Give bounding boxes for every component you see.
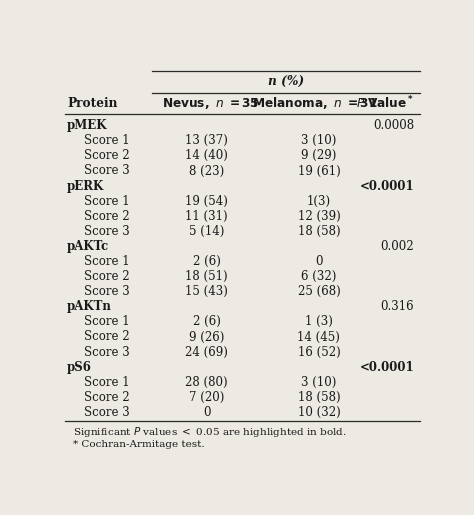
Text: 2 (6): 2 (6) <box>192 255 220 268</box>
Text: 19 (61): 19 (61) <box>298 164 340 178</box>
Text: Score 2: Score 2 <box>84 270 130 283</box>
Text: 2 (6): 2 (6) <box>192 315 220 329</box>
Text: 18 (51): 18 (51) <box>185 270 228 283</box>
Text: Score 2: Score 2 <box>84 391 130 404</box>
Text: 1(3): 1(3) <box>307 195 331 208</box>
Text: Score 3: Score 3 <box>84 346 130 358</box>
Text: $\mathbf{Nevus,}\ \mathit{n}\ \mathbf{= 35}$: $\mathbf{Nevus,}\ \mathit{n}\ \mathbf{= … <box>162 96 259 111</box>
Text: pS6: pS6 <box>67 360 92 374</box>
Text: 11 (31): 11 (31) <box>185 210 228 223</box>
Text: 7 (20): 7 (20) <box>189 391 224 404</box>
Text: 13 (37): 13 (37) <box>185 134 228 147</box>
Text: Score 1: Score 1 <box>84 376 130 389</box>
Text: 9 (29): 9 (29) <box>301 149 337 162</box>
Text: 6 (32): 6 (32) <box>301 270 337 283</box>
Text: * Cochran-Armitage test.: * Cochran-Armitage test. <box>73 440 205 449</box>
Text: 0.002: 0.002 <box>381 240 414 253</box>
Text: n (%): n (%) <box>268 75 304 88</box>
Text: Score 3: Score 3 <box>84 285 130 298</box>
Text: 25 (68): 25 (68) <box>298 285 340 298</box>
Text: 10 (32): 10 (32) <box>298 406 340 419</box>
Text: 3 (10): 3 (10) <box>301 376 337 389</box>
Text: 28 (80): 28 (80) <box>185 376 228 389</box>
Text: 12 (39): 12 (39) <box>298 210 340 223</box>
Text: 14 (45): 14 (45) <box>298 331 340 344</box>
Text: pMEK: pMEK <box>67 119 108 132</box>
Text: 19 (54): 19 (54) <box>185 195 228 208</box>
Text: 0: 0 <box>315 255 323 268</box>
Text: Score 1: Score 1 <box>84 255 130 268</box>
Text: 18 (58): 18 (58) <box>298 391 340 404</box>
Text: 24 (69): 24 (69) <box>185 346 228 358</box>
Text: 0: 0 <box>203 406 210 419</box>
Text: Score 1: Score 1 <box>84 195 130 208</box>
Text: Significant $\mathit{P}$ values $<$ 0.05 are highlighted in bold.: Significant $\mathit{P}$ values $<$ 0.05… <box>73 425 347 439</box>
Text: Score 3: Score 3 <box>84 164 130 178</box>
Text: 1 (3): 1 (3) <box>305 315 333 329</box>
Text: pERK: pERK <box>67 180 104 193</box>
Text: 16 (52): 16 (52) <box>298 346 340 358</box>
Text: <0.0001: <0.0001 <box>360 360 414 374</box>
Text: 9 (26): 9 (26) <box>189 331 224 344</box>
Text: Score 2: Score 2 <box>84 149 130 162</box>
Text: 8 (23): 8 (23) <box>189 164 224 178</box>
Text: 15 (43): 15 (43) <box>185 285 228 298</box>
Text: pAKTn: pAKTn <box>67 300 112 313</box>
Text: 3 (10): 3 (10) <box>301 134 337 147</box>
Text: 14 (40): 14 (40) <box>185 149 228 162</box>
Text: $\mathbf{Melanoma,}\ \mathit{n}\ \mathbf{= 31}$: $\mathbf{Melanoma,}\ \mathit{n}\ \mathbf… <box>252 95 378 111</box>
Text: 5 (14): 5 (14) <box>189 225 224 238</box>
Text: Score 3: Score 3 <box>84 225 130 238</box>
Text: <0.0001: <0.0001 <box>360 180 414 193</box>
Text: 0.316: 0.316 <box>381 300 414 313</box>
Text: 0.0008: 0.0008 <box>373 119 414 132</box>
Text: 18 (58): 18 (58) <box>298 225 340 238</box>
Text: Score 1: Score 1 <box>84 315 130 329</box>
Text: Score 2: Score 2 <box>84 331 130 344</box>
Text: Score 3: Score 3 <box>84 406 130 419</box>
Text: Score 2: Score 2 <box>84 210 130 223</box>
Text: Score 1: Score 1 <box>84 134 130 147</box>
Text: $\mathit{P}\ \mathbf{Value^*}$: $\mathit{P}\ \mathbf{Value^*}$ <box>356 95 414 112</box>
Text: Protein: Protein <box>67 97 118 110</box>
Text: pAKTc: pAKTc <box>67 240 109 253</box>
